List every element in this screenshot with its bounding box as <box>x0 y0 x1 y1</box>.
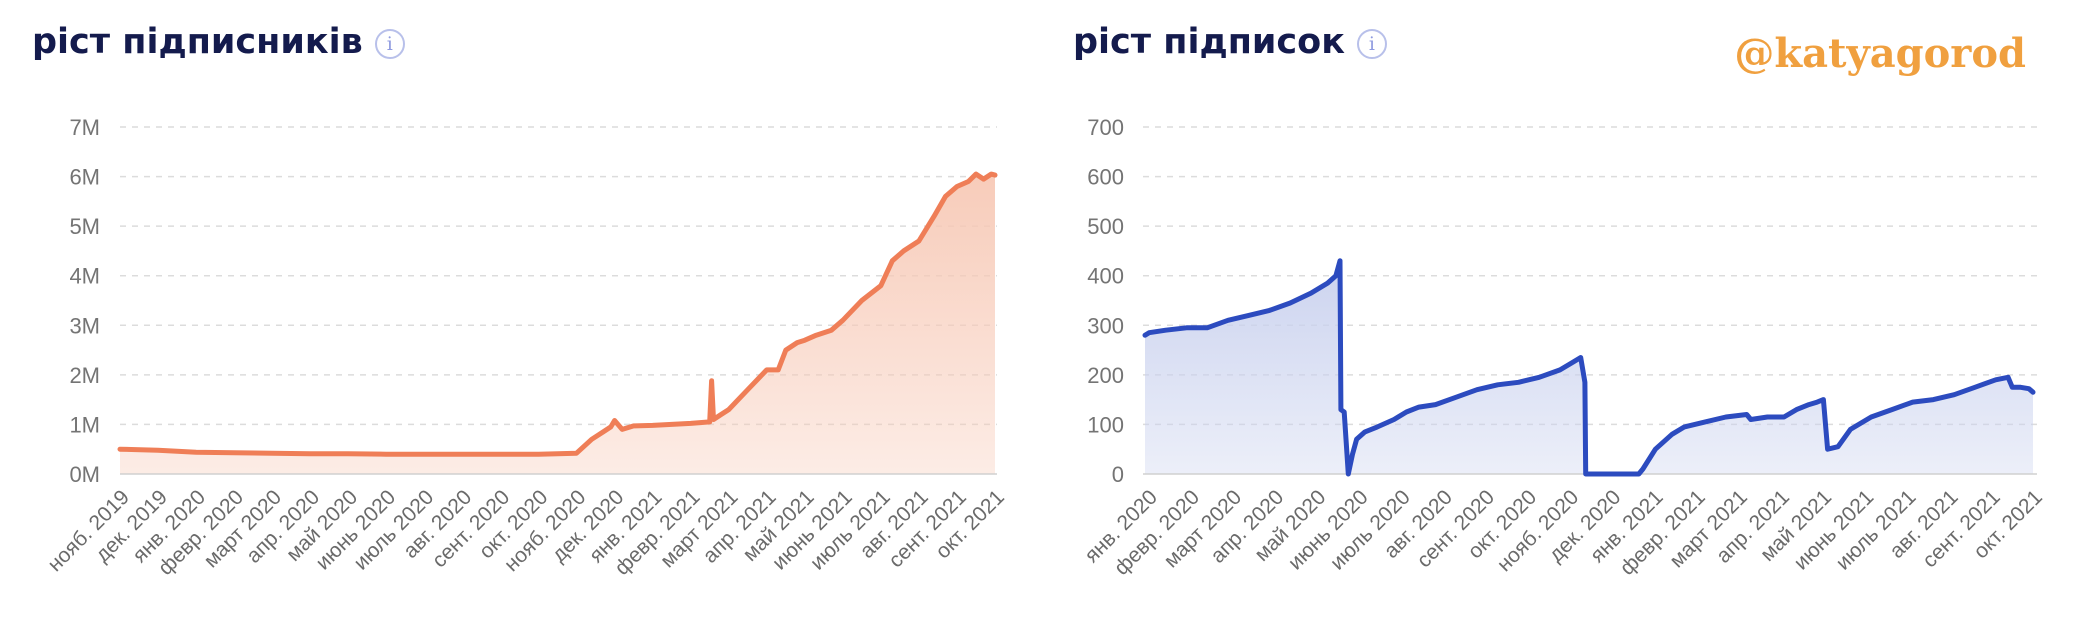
y-tick-label: 600 <box>1087 165 1124 190</box>
y-tick-label: 100 <box>1087 412 1124 437</box>
y-tick-label: 0 <box>1112 462 1124 487</box>
series-line <box>1142 258 2036 477</box>
y-tick-label: 7M <box>69 115 100 140</box>
y-tick-label: 0M <box>69 462 100 487</box>
y-tick-label: 200 <box>1087 363 1124 388</box>
y-tick-label: 5M <box>69 214 100 239</box>
followers-chart-title: ріст підписників i <box>32 22 405 62</box>
series-area <box>1145 260 2033 474</box>
following-title-text: ріст підписок <box>1073 22 1345 62</box>
y-tick-label: 3M <box>69 313 100 338</box>
y-tick-label: 700 <box>1087 115 1124 140</box>
y-tick-label: 500 <box>1087 214 1124 239</box>
info-icon[interactable]: i <box>1356 29 1387 59</box>
y-tick-label: 400 <box>1087 264 1124 289</box>
y-tick-label: 6M <box>69 165 100 190</box>
y-tick-label: 1M <box>69 412 100 437</box>
y-tick-label: 300 <box>1087 313 1124 338</box>
following-chart-title: ріст підписок i <box>1073 22 1387 62</box>
followers-title-text: ріст підписників <box>32 22 363 62</box>
y-tick-label: 2M <box>69 363 100 388</box>
watermark-text: @katyagorod <box>1734 30 2026 77</box>
series-area <box>120 174 995 474</box>
info-icon[interactable]: i <box>374 29 405 59</box>
y-tick-label: 4M <box>69 264 100 289</box>
series-line <box>117 171 998 457</box>
